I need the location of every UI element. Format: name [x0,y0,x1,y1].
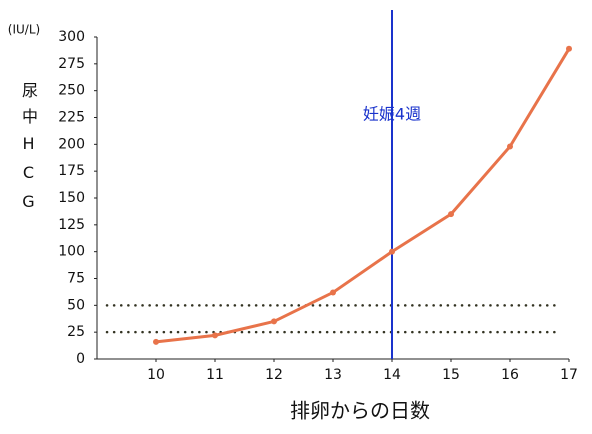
point [271,318,277,325]
point [212,332,218,339]
y-tick-label: 250 [58,83,85,99]
x-tick-label: 11 [206,367,224,383]
point [389,248,395,255]
x-tick-label: 10 [147,367,165,383]
y-tick-label: 100 [58,244,85,260]
point [153,338,159,345]
y-unit: (IU/L) [8,23,40,37]
y-axis-title: 尿中HCG [19,82,38,221]
y-tick-label: 25 [67,324,85,340]
y-tick-label: 75 [67,271,85,287]
point [507,143,513,150]
point [330,289,336,296]
y-tick-label: 275 [58,56,85,72]
y-tick-label: 200 [58,136,85,152]
x-axis-title: 排卵からの日数 [290,399,430,423]
x-tick-label: 17 [560,367,578,383]
x-tick-label: 14 [383,367,401,383]
x-tick-label: 13 [324,367,342,383]
point [566,45,572,52]
y-tick-label: 0 [76,351,85,367]
vertical-marker-label: 妊娠4週 [363,105,421,124]
y-tick-label: 50 [67,297,85,313]
y-tick-label: 300 [58,29,85,45]
point [448,211,454,218]
y-tick-label: 150 [58,190,85,206]
y-tick-label: 175 [58,163,85,179]
y-tick-label: 125 [58,217,85,233]
line [155,48,571,344]
x-tick-label: 15 [442,367,460,383]
y-tick-label: 225 [58,110,85,126]
x-tick-label: 12 [265,367,283,383]
x-tick-label: 16 [501,367,519,383]
